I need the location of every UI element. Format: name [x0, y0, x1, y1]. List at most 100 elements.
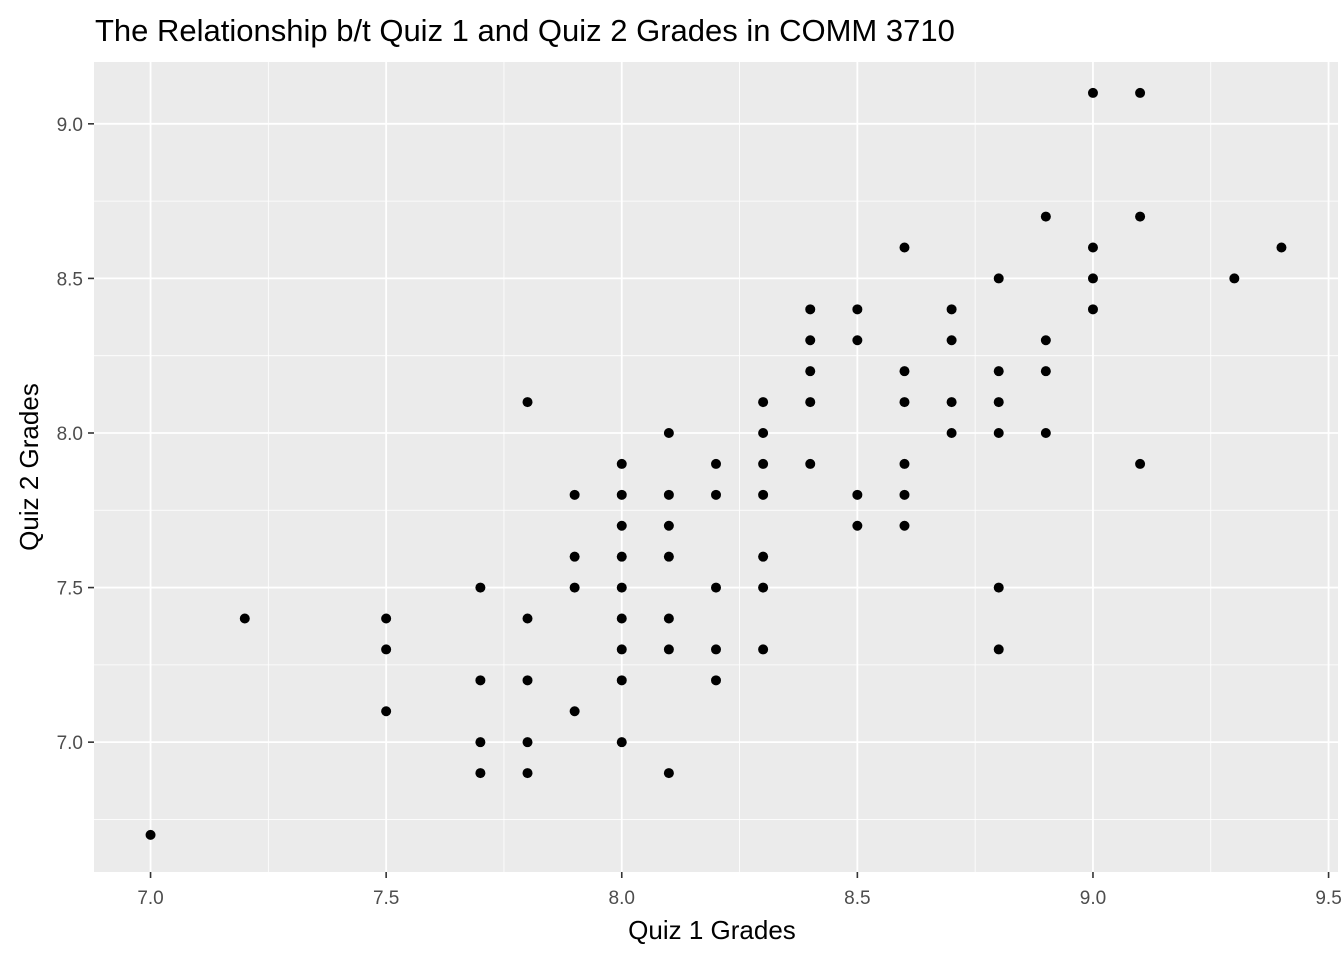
- data-point: [758, 582, 769, 593]
- data-point: [522, 675, 533, 686]
- data-point: [899, 489, 910, 500]
- data-point: [899, 397, 910, 408]
- y-axis: 7.0 7.5 8.0 8.5 9.0: [57, 115, 94, 754]
- data-point: [522, 737, 533, 748]
- data-point: [1135, 458, 1146, 469]
- data-point: [663, 551, 674, 562]
- data-point: [522, 397, 533, 408]
- x-axis: 7.0 7.5 8.0 8.5 9.0 9.5: [137, 872, 1342, 909]
- data-point: [758, 458, 769, 469]
- data-point: [616, 644, 627, 655]
- data-point: [569, 582, 580, 593]
- data-point: [616, 737, 627, 748]
- data-point: [145, 829, 156, 840]
- data-point: [805, 304, 816, 315]
- data-point: [616, 582, 627, 593]
- data-point: [1040, 211, 1051, 222]
- data-point: [1040, 335, 1051, 346]
- data-point: [758, 489, 769, 500]
- data-point: [1229, 273, 1240, 284]
- data-point: [663, 520, 674, 531]
- data-point: [663, 768, 674, 779]
- data-point: [711, 675, 721, 686]
- data-point: [1276, 242, 1287, 253]
- x-tick-label: 9.0: [1080, 888, 1106, 909]
- x-tick-label: 8.5: [844, 888, 870, 909]
- data-point: [475, 582, 486, 593]
- data-points: [145, 87, 1287, 840]
- data-point: [899, 458, 910, 469]
- data-point: [616, 675, 627, 686]
- data-point: [381, 644, 392, 655]
- data-point: [946, 397, 957, 408]
- data-point: [663, 427, 674, 438]
- data-point: [381, 613, 392, 624]
- data-point: [852, 520, 863, 531]
- data-point: [805, 366, 816, 377]
- data-point: [899, 520, 910, 531]
- data-point: [711, 644, 721, 655]
- y-tick-label: 8.0: [57, 424, 83, 445]
- data-point: [946, 304, 957, 315]
- data-point: [852, 335, 863, 346]
- data-point: [569, 551, 580, 562]
- y-axis-title: Quiz 2 Grades: [14, 383, 44, 551]
- data-point: [616, 489, 627, 500]
- chart-title: The Relationship b/t Quiz 1 and Quiz 2 G…: [95, 13, 955, 48]
- data-point: [381, 706, 392, 717]
- data-point: [899, 366, 910, 377]
- data-point: [239, 613, 250, 624]
- data-point: [522, 613, 533, 624]
- data-point: [616, 520, 627, 531]
- data-point: [805, 335, 816, 346]
- data-point: [852, 489, 863, 500]
- data-point: [993, 644, 1004, 655]
- x-tick-label: 8.0: [609, 888, 635, 909]
- data-point: [569, 489, 580, 500]
- data-point: [616, 613, 627, 624]
- data-point: [1087, 304, 1098, 315]
- y-tick-label: 7.5: [57, 579, 83, 600]
- data-point: [993, 582, 1004, 593]
- data-point: [711, 489, 721, 500]
- data-point: [852, 304, 863, 315]
- data-point: [663, 613, 674, 624]
- data-point: [1040, 366, 1051, 377]
- data-point: [616, 458, 627, 469]
- data-point: [569, 706, 580, 717]
- data-point: [758, 644, 769, 655]
- data-point: [993, 427, 1004, 438]
- data-point: [1135, 87, 1146, 98]
- x-axis-title: Quiz 1 Grades: [628, 915, 796, 945]
- grid-major: [94, 62, 1338, 872]
- data-point: [616, 551, 627, 562]
- data-point: [475, 768, 486, 779]
- data-point: [1087, 273, 1098, 284]
- grid-minor: [94, 62, 1338, 872]
- data-point: [758, 397, 769, 408]
- x-tick-label: 7.0: [137, 888, 163, 909]
- data-point: [1087, 242, 1098, 253]
- data-point: [663, 644, 674, 655]
- data-point: [899, 242, 910, 253]
- data-point: [663, 489, 674, 500]
- data-point: [711, 582, 721, 593]
- data-point: [805, 458, 816, 469]
- data-point: [1087, 87, 1098, 98]
- data-point: [475, 737, 486, 748]
- data-point: [1135, 211, 1146, 222]
- data-point: [1040, 427, 1051, 438]
- x-tick-label: 7.5: [373, 888, 399, 909]
- data-point: [946, 335, 957, 346]
- data-point: [946, 427, 957, 438]
- data-point: [993, 273, 1004, 284]
- data-point: [758, 427, 769, 438]
- x-tick-label: 9.5: [1315, 888, 1341, 909]
- data-point: [993, 366, 1004, 377]
- data-point: [758, 551, 769, 562]
- y-tick-label: 7.0: [57, 733, 83, 754]
- data-point: [522, 768, 533, 779]
- data-point: [475, 675, 486, 686]
- data-point: [993, 397, 1004, 408]
